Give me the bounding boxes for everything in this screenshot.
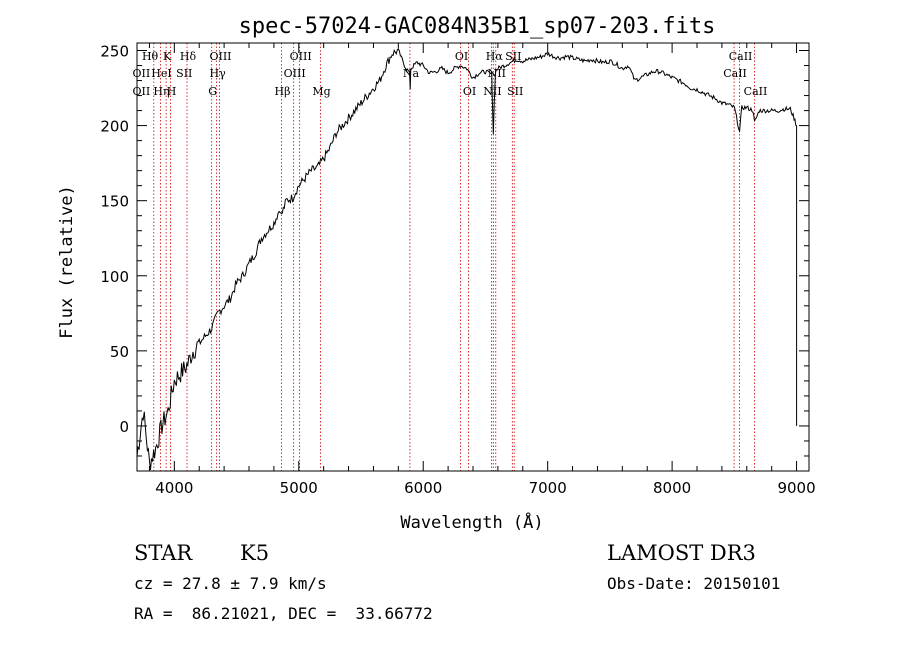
line-label: H [167, 85, 177, 98]
object-subclass: K5 [240, 541, 270, 565]
line-label: K [163, 50, 172, 63]
line-label: CaII [723, 67, 747, 80]
line-label: Hα [486, 50, 504, 63]
x-axis-label: Wavelength (Å) [400, 511, 543, 533]
y-tick-label: 250 [100, 43, 129, 61]
line-label: CaII [729, 50, 753, 63]
y-tick-label: 200 [100, 118, 129, 136]
y-axis-label: Flux (relative) [57, 185, 77, 339]
line-label: Hδ [180, 50, 197, 63]
line-label: OI [455, 50, 468, 63]
line-label: SII [505, 50, 521, 63]
spectrum-line [136, 47, 798, 470]
x-axis-ticks: 4000 5000 6000 7000 8000 9000 [148, 43, 816, 497]
y-tick-label: 150 [100, 193, 129, 211]
observation-date: Obs-Date: 20150101 [607, 574, 781, 593]
survey-name: LAMOST DR3 [607, 541, 756, 565]
line-label: OI [463, 85, 476, 98]
x-tick-label: 8000 [653, 479, 691, 497]
line-label: OII [133, 67, 151, 80]
object-class: STAR [134, 541, 193, 565]
line-label: CaII [744, 85, 768, 98]
line-label: OIII [290, 50, 312, 63]
emission-line-markers [153, 43, 755, 471]
y-tick-label: 0 [119, 418, 129, 436]
x-tick-label: 4000 [155, 479, 193, 497]
line-label: SII [507, 85, 523, 98]
line-label: Hγ [210, 67, 227, 80]
line-label: G [208, 85, 217, 98]
coordinates: RA = 86.21021, DEC = 33.66772 [134, 604, 433, 623]
line-label: HeI [151, 67, 171, 80]
y-tick-label: 100 [100, 268, 129, 286]
line-label: Mg [312, 85, 330, 98]
x-tick-label: 7000 [529, 479, 567, 497]
line-label: Hθ [142, 50, 159, 63]
line-label: SII [176, 67, 192, 80]
plot-frame [136, 42, 810, 472]
line-label: OIII [209, 50, 231, 63]
x-tick-label: 9000 [777, 479, 815, 497]
line-label: OIII [284, 67, 306, 80]
chart-title: spec-57024-GAC084N35B1_sp07-203.fits [239, 14, 716, 39]
line-label: Hη [153, 85, 169, 98]
line-label: Hβ [275, 85, 291, 98]
y-axis-ticks: 0 50 100 150 200 250 [100, 43, 809, 457]
x-tick-label: 5000 [280, 479, 318, 497]
redshift-velocity: cz = 27.8 ± 7.9 km/s [134, 574, 327, 593]
y-tick-label: 50 [110, 343, 129, 361]
x-tick-label: 6000 [404, 479, 442, 497]
